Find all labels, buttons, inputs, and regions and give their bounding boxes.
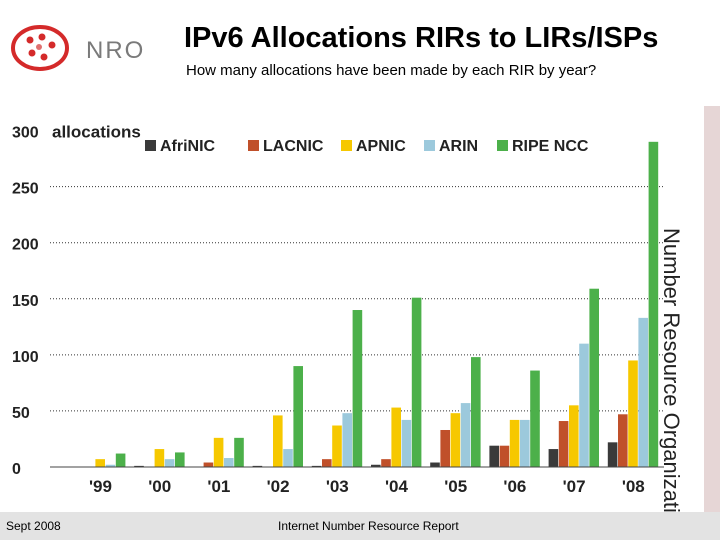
bar (530, 370, 540, 467)
bar (607, 442, 618, 467)
legend-swatch (145, 140, 156, 151)
bar (371, 464, 381, 467)
legend-label: AfriNIC (160, 138, 216, 155)
y-tick-label: 250 (12, 181, 39, 198)
legend-swatch (248, 140, 259, 151)
bar (252, 465, 263, 467)
bar (460, 403, 471, 467)
x-tick-label: '06 (503, 477, 526, 496)
bar (489, 445, 499, 467)
bar (342, 413, 352, 467)
footer: Sept 2008 Internet Number Resource Repor… (0, 512, 720, 540)
bar (638, 317, 648, 467)
x-tick-label: '00 (148, 477, 171, 496)
logo-dot (36, 44, 42, 50)
bar (618, 414, 628, 467)
bar (450, 413, 461, 467)
bar (440, 429, 450, 467)
bar (332, 425, 342, 467)
bar (411, 297, 422, 467)
x-tick-label: '99 (89, 477, 112, 496)
page-subtitle: How many allocations have been made by e… (186, 62, 597, 79)
logo-text: NRO (86, 37, 145, 64)
logo-ring (11, 25, 69, 71)
bar (509, 419, 520, 467)
y-tick-label: 150 (12, 293, 39, 310)
bar (95, 459, 105, 467)
logo-dot (28, 49, 36, 57)
bar (520, 419, 530, 467)
y-tick-label: 100 (12, 349, 39, 366)
legend-label: LACNIC (263, 138, 324, 155)
x-tick-label: '05 (444, 477, 467, 496)
bar (430, 462, 440, 467)
bar (234, 437, 244, 467)
x-tick-label: '07 (563, 477, 586, 496)
bar (154, 449, 165, 467)
bar (381, 459, 391, 467)
y-tick-label: 300 (12, 125, 39, 142)
bar (471, 357, 481, 467)
legend-label: APNIC (356, 138, 406, 155)
bar (311, 465, 322, 467)
bar (175, 452, 185, 467)
allocations-bar-chart: 0 50 100 150 200 250 300 allocations AfriNIC LACN… (12, 123, 665, 496)
x-tick-label: '08 (622, 477, 645, 496)
bar (569, 405, 579, 467)
y-tick-label: 50 (12, 405, 30, 422)
bar (115, 453, 126, 467)
bar (224, 458, 234, 467)
bar (558, 421, 569, 467)
footer-date: Sept 2008 (6, 519, 61, 533)
y-tick-label: 0 (12, 461, 21, 478)
bar (391, 407, 401, 467)
org-name: Number Resource Organization (659, 228, 684, 538)
bar (499, 445, 510, 467)
logo-dot (48, 41, 56, 49)
sidebar-decoration (664, 106, 720, 512)
bar (579, 343, 589, 467)
bar (401, 419, 412, 467)
bar (293, 366, 303, 467)
x-tick-label: '04 (385, 477, 408, 496)
bar (628, 360, 638, 467)
x-tick-label: '02 (267, 477, 290, 496)
nro-logo: NRO (11, 25, 145, 71)
legend-label: RIPE NCC (512, 138, 589, 155)
bar (273, 415, 283, 467)
bar (548, 449, 559, 467)
sidebar-strip (704, 106, 720, 512)
legend-swatch (341, 140, 352, 151)
bar (648, 141, 659, 467)
logo-dot (38, 33, 46, 41)
bar (164, 459, 175, 467)
bar (203, 462, 214, 467)
logo-dot (26, 36, 34, 44)
bar (134, 465, 144, 467)
bar (589, 288, 599, 467)
logo-dot (40, 53, 48, 61)
slide-header: NRO IPv6 Allocations RIRs to LIRs/ISPs H… (0, 0, 720, 100)
bar (352, 310, 363, 467)
x-tick-label: '01 (207, 477, 230, 496)
bar (322, 459, 332, 467)
bar (105, 464, 116, 467)
footer-report: Internet Number Resource Report (278, 519, 459, 533)
bar (283, 449, 293, 467)
legend-swatch (424, 140, 435, 151)
x-tick-label: '03 (326, 477, 349, 496)
legend-label: ARIN (439, 138, 478, 155)
bar (213, 437, 224, 467)
y-axis-label: allocations (52, 123, 141, 142)
page-title: IPv6 Allocations RIRs to LIRs/ISPs (184, 22, 659, 54)
legend-swatch (497, 140, 508, 151)
y-tick-label: 200 (12, 237, 39, 254)
